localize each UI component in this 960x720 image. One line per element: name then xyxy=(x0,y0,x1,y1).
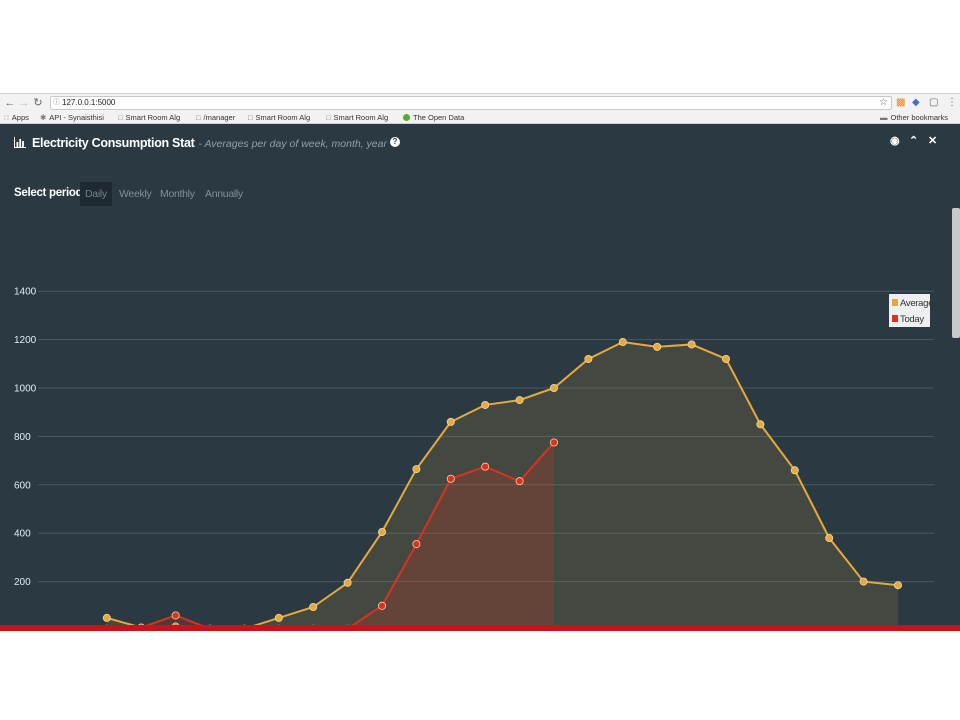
address-bar[interactable]: ⓘ 127.0.0.1:5000 xyxy=(50,96,892,110)
data-point-average xyxy=(653,342,662,351)
data-point-average xyxy=(481,400,490,409)
apps-grid-icon: ∷ xyxy=(4,113,9,122)
bar-chart-icon xyxy=(14,137,26,148)
series-area-average xyxy=(106,342,898,627)
data-point-average xyxy=(377,527,386,536)
reload-icon[interactable]: ↻ xyxy=(33,97,43,109)
page-icon: □ xyxy=(118,113,123,122)
collapse-chevron-up-icon[interactable]: ⌃ xyxy=(909,135,919,147)
bookmark-apps[interactable]: ∷ Apps xyxy=(4,113,29,122)
folder-icon: ▬ xyxy=(880,113,888,122)
green-dot-icon xyxy=(403,114,410,121)
bookmark-smart-room-3[interactable]: □ Smart Room Alg xyxy=(326,113,389,122)
scrollbar-thumb[interactable] xyxy=(952,208,960,338)
legend-label-average: Average xyxy=(900,298,933,309)
data-point-average xyxy=(790,466,799,475)
page-icon: □ xyxy=(248,113,253,122)
bookmark-smart-room-1[interactable]: □ Smart Room Alg xyxy=(118,113,181,122)
accent-rule xyxy=(0,625,960,631)
data-point-today xyxy=(446,474,455,483)
bookmark-open-data[interactable]: The Open Data xyxy=(403,112,464,123)
data-point-average xyxy=(343,578,352,587)
data-point-average xyxy=(756,420,765,429)
data-point-today xyxy=(550,438,559,447)
widget-header: Electricity Consumption Stat - Averages p… xyxy=(14,134,400,152)
bookmark-manager[interactable]: □/manager xyxy=(196,113,236,122)
period-daily-button[interactable]: Daily xyxy=(80,182,112,206)
help-icon[interactable]: ? xyxy=(389,137,400,147)
page-info-icon[interactable]: ⓘ xyxy=(53,99,60,106)
legend-swatch-today xyxy=(892,315,898,322)
data-point-today xyxy=(412,540,421,549)
consumption-chart: 020040060080010001200140022h00h02h04h06h… xyxy=(14,287,934,627)
y-tick-label: 600 xyxy=(14,480,31,491)
data-point-today xyxy=(377,601,386,610)
bookmark-api[interactable]: ✱ API - Synaisthisi xyxy=(40,113,104,122)
data-point-average xyxy=(446,417,455,426)
cast-icon[interactable]: ▢ xyxy=(929,97,939,108)
bookmark-star-icon[interactable]: ☆ xyxy=(879,97,888,108)
data-point-average xyxy=(515,396,524,405)
data-point-average xyxy=(550,383,559,392)
period-annually-button[interactable]: Annually xyxy=(205,188,243,200)
y-tick-label: 200 xyxy=(14,577,31,588)
y-tick-label: 1400 xyxy=(14,287,37,298)
browser-menu-icon[interactable]: ⋮ xyxy=(947,97,957,108)
data-point-average xyxy=(894,581,903,590)
close-icon[interactable]: ✕ xyxy=(928,135,938,147)
api-icon: ✱ xyxy=(40,113,47,122)
y-tick-label: 800 xyxy=(14,432,31,443)
legend-label-today: Today xyxy=(900,314,924,325)
data-point-average xyxy=(687,340,696,349)
bookmarks-bar: ∷ Apps ✱ API - Synaisthisi □ Smart Room Alg… xyxy=(0,112,960,124)
page-icon: □ xyxy=(196,113,201,122)
extension-icon[interactable]: ◆ xyxy=(912,97,920,108)
legend-swatch-average xyxy=(892,299,898,306)
y-tick-label: 1200 xyxy=(14,335,37,346)
visibility-eye-icon[interactable]: ◉ xyxy=(890,135,900,147)
y-tick-label: 400 xyxy=(14,529,31,540)
widget-title: Electricity Consumption Stat xyxy=(32,136,195,150)
data-point-average xyxy=(102,613,111,622)
data-point-average xyxy=(584,354,593,363)
data-point-today xyxy=(515,477,524,486)
series-line-average xyxy=(106,340,899,627)
period-label: Select period: xyxy=(14,187,86,199)
data-point-today xyxy=(171,611,180,620)
page-icon: □ xyxy=(326,113,331,122)
page-viewport: Electricity Consumption Stat - Averages p… xyxy=(0,124,960,627)
address-bar-url: 127.0.0.1:5000 xyxy=(62,98,116,107)
series-line-today xyxy=(129,441,555,627)
series-area-today xyxy=(142,442,554,627)
widget-subtitle: - Averages per day of week, month, year xyxy=(198,138,387,150)
data-point-average xyxy=(859,577,868,586)
back-arrow-icon[interactable]: ← xyxy=(4,97,16,109)
bookmark-smart-room-2[interactable]: □ Smart Room Alg xyxy=(248,113,311,122)
rss-extension-icon[interactable]: ▩ xyxy=(896,97,906,108)
y-tick-label: 1000 xyxy=(14,384,37,395)
data-point-average xyxy=(412,465,421,474)
data-point-average xyxy=(274,613,283,622)
bookmark-other[interactable]: ▬ Other bookmarks xyxy=(880,113,949,122)
data-point-average xyxy=(825,534,834,543)
browser-window: ← → ↻ ⓘ 127.0.0.1:5000 ☆ ▩ ◆ ▢ ⋮ ∷ Apps ✱… xyxy=(0,93,960,631)
forward-arrow-icon[interactable]: → xyxy=(18,97,30,109)
data-point-average xyxy=(618,338,627,347)
period-monthly-button[interactable]: Monthly xyxy=(160,188,195,200)
data-point-today xyxy=(481,462,490,471)
data-point-average xyxy=(722,354,731,363)
browser-toolbar: ← → ↻ ⓘ 127.0.0.1:5000 ☆ ▩ ◆ ▢ ⋮ xyxy=(0,93,960,112)
period-weekly-button[interactable]: Weekly xyxy=(119,188,152,200)
data-point-average xyxy=(309,603,318,612)
